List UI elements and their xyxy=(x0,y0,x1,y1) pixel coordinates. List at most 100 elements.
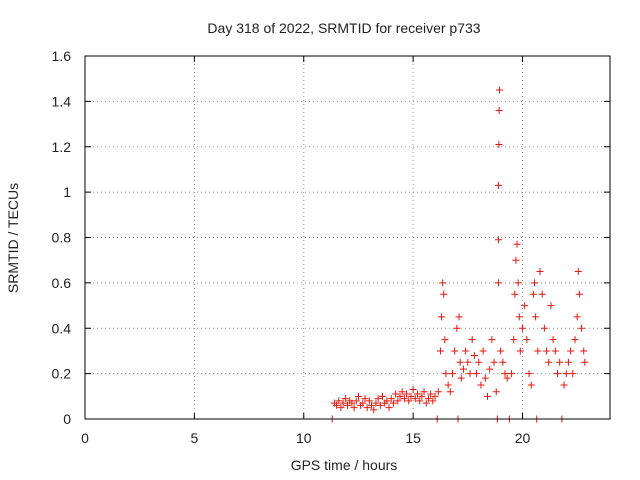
data-point xyxy=(578,324,586,332)
data-point xyxy=(392,390,400,398)
data-point xyxy=(370,406,378,414)
data-point xyxy=(396,392,404,400)
data-point xyxy=(403,390,411,398)
data-point xyxy=(479,347,487,355)
data-point xyxy=(464,358,472,366)
data-point xyxy=(372,399,380,407)
data-point xyxy=(368,401,376,409)
data-point xyxy=(365,397,373,405)
data-point xyxy=(492,388,500,396)
y-tick-label: 0.8 xyxy=(52,230,72,246)
data-point xyxy=(511,290,519,298)
grid xyxy=(85,56,610,419)
data-point xyxy=(385,404,393,412)
data-point xyxy=(545,358,553,366)
data-point xyxy=(420,388,428,396)
x-tick-label: 0 xyxy=(81,430,89,446)
data-point xyxy=(523,336,531,344)
data-point xyxy=(564,358,572,366)
data-point xyxy=(495,140,503,148)
data-point xyxy=(455,313,463,321)
data-point xyxy=(339,399,347,407)
data-point xyxy=(556,358,564,366)
data-point xyxy=(549,336,557,344)
data-point xyxy=(427,390,435,398)
data-point xyxy=(560,381,568,389)
data-point xyxy=(462,347,470,355)
data-point xyxy=(519,324,526,332)
data-point xyxy=(389,399,397,407)
data-point xyxy=(581,358,589,366)
data-point xyxy=(499,358,507,366)
data-point xyxy=(527,381,535,389)
data-point xyxy=(551,347,559,355)
y-tick-label: 1.4 xyxy=(52,93,72,109)
data-point xyxy=(575,290,583,298)
y-tick-label: 0.4 xyxy=(52,320,72,336)
data-point xyxy=(494,236,502,244)
chart-title: Day 318 of 2022, SRMTID for receiver p73… xyxy=(207,20,480,36)
data-point xyxy=(486,365,494,373)
data-point xyxy=(536,268,544,276)
data-point xyxy=(525,370,533,378)
data-point xyxy=(387,395,395,403)
data-point xyxy=(547,302,555,310)
data-point xyxy=(514,279,522,287)
data-point xyxy=(350,404,358,412)
data-point xyxy=(348,399,356,407)
data-point xyxy=(468,336,476,344)
x-tick-label: 10 xyxy=(296,430,312,446)
data-point xyxy=(424,395,432,403)
data-point xyxy=(495,106,503,114)
data-point xyxy=(438,313,446,321)
y-tick-label: 0 xyxy=(63,411,71,427)
data-point xyxy=(531,279,539,287)
data-point xyxy=(477,381,485,389)
data-point xyxy=(554,370,561,378)
data-point xyxy=(540,324,548,332)
data-point xyxy=(490,358,498,366)
y-tick-label: 0.2 xyxy=(52,366,72,382)
data-point xyxy=(379,392,386,400)
data-point xyxy=(440,290,448,298)
data-point xyxy=(335,397,343,405)
data-point xyxy=(400,395,408,403)
data-point xyxy=(516,347,524,355)
data-point xyxy=(394,397,402,405)
data-point xyxy=(376,401,384,409)
data-point xyxy=(407,392,415,400)
data-point xyxy=(418,392,426,400)
data-point xyxy=(414,390,421,398)
x-tick-label: 20 xyxy=(515,430,531,446)
data-point xyxy=(459,365,467,373)
x-axis-label: GPS time / hours xyxy=(291,457,398,473)
data-point xyxy=(341,395,349,403)
data-point xyxy=(449,370,456,378)
data-point xyxy=(411,395,419,403)
data-point xyxy=(434,388,442,396)
data-point xyxy=(515,313,523,321)
data-point xyxy=(573,313,581,321)
data-point xyxy=(466,370,474,378)
data-point xyxy=(562,370,570,378)
data-point xyxy=(441,336,449,344)
data-point xyxy=(494,279,502,287)
data-point xyxy=(532,313,540,321)
data-point xyxy=(446,388,454,396)
y-axis-label: SRMTID / TECUs xyxy=(5,183,21,293)
data-point xyxy=(473,370,481,378)
data-point xyxy=(405,397,413,405)
data-point xyxy=(363,404,371,412)
data-point xyxy=(574,268,582,276)
data-point xyxy=(488,336,496,344)
data-point xyxy=(352,397,360,405)
data-point xyxy=(451,347,459,355)
x-tick-label: 15 xyxy=(405,430,421,446)
data-point xyxy=(456,358,464,366)
y-tick-label: 1.2 xyxy=(52,139,72,155)
data-point xyxy=(470,351,478,359)
data-point xyxy=(431,392,439,400)
data-point xyxy=(510,336,518,344)
ticks: 0 5 10 15 20 0 0.2 0.4 0.6 0.8 1 1.2 1.4 1.6 xyxy=(52,48,610,446)
